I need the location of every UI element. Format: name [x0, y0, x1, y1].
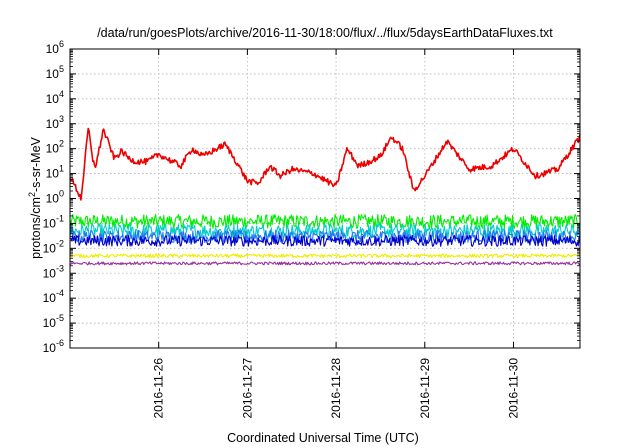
y-tick-exp: -5	[56, 313, 64, 323]
y-tick-base: 10	[46, 142, 60, 156]
x-axis-title: Coordinated Universal Time (UTC)	[227, 431, 419, 445]
y-tick-exp: 0	[59, 189, 64, 199]
series-line	[69, 261, 581, 266]
y-tick-label: 103	[46, 114, 64, 131]
y-tick-base: 10	[46, 42, 60, 56]
x-tick-label: 2016-11-27	[240, 358, 254, 419]
grid-layer	[70, 49, 580, 348]
y-tick-label: 10-1	[43, 213, 64, 230]
y-tick-exp: -6	[56, 338, 64, 348]
series-layer	[69, 127, 581, 266]
y-axis-title: protons/cm2-s-sr-MeV	[27, 136, 43, 258]
x-tick-label: 2016-11-30	[506, 358, 520, 419]
y-axis-title-rest: -s-sr-MeV	[29, 136, 43, 192]
y-tick-base: 10	[43, 316, 57, 330]
y-tick-base: 10	[43, 341, 57, 355]
y-tick-exp: 6	[59, 39, 64, 49]
y-tick-label: 10-5	[43, 313, 64, 330]
y-tick-exp: -4	[56, 288, 64, 298]
y-tick-base: 10	[43, 216, 57, 230]
series-line	[69, 229, 581, 244]
y-tick-label: 10-6	[43, 338, 64, 355]
x-tick-labels: 2016-11-26 2016-11-27 2016-11-28 2016-11-29…	[152, 358, 521, 419]
y-tick-label: 102	[46, 139, 64, 156]
y-tick-base: 10	[46, 192, 60, 206]
y-tick-base: 10	[46, 67, 60, 81]
y-tick-exp: -2	[56, 238, 64, 248]
y-tick-label: 10-3	[43, 263, 64, 280]
y-tick-label: 100	[46, 189, 64, 206]
y-tick-label: 101	[46, 164, 64, 181]
y-tick-exp: 3	[59, 114, 64, 124]
y-tick-exp: 5	[59, 64, 64, 74]
series-line	[69, 253, 581, 259]
y-tick-exp: -1	[56, 213, 64, 223]
y-tick-label: 106	[46, 39, 64, 56]
y-tick-label: 105	[46, 64, 64, 81]
y-tick-base: 10	[46, 167, 60, 181]
y-tick-exp: -3	[56, 263, 64, 273]
y-tick-exp: 2	[59, 139, 64, 149]
series-line	[69, 127, 581, 201]
y-tick-label: 10-4	[43, 288, 64, 305]
y-tick-exp: 4	[59, 89, 64, 99]
x-tick-label: 2016-11-29	[418, 358, 432, 419]
chart-title: /data/run/goesPlots/archive/2016-11-30/1…	[97, 26, 553, 40]
y-tick-base: 10	[43, 266, 57, 280]
y-tick-label: 104	[46, 89, 64, 106]
y-tick-base: 10	[43, 291, 57, 305]
y-axis-title-base: protons/cm	[29, 197, 43, 259]
y-axis-title-sup: 2	[27, 192, 37, 197]
x-tick-label: 2016-11-28	[329, 358, 343, 419]
x-tick-label: 2016-11-26	[152, 358, 166, 419]
series-line	[69, 234, 581, 247]
y-tick-base: 10	[43, 241, 57, 255]
series-line	[69, 213, 581, 229]
y-tick-label: 10-2	[43, 238, 64, 255]
tick-layer	[70, 48, 580, 349]
y-tick-exp: 1	[59, 164, 64, 174]
y-tick-base: 10	[46, 117, 60, 131]
y-tick-labels: 10610510410310210110010-110-210-310-410-…	[43, 39, 64, 355]
y-tick-base: 10	[46, 92, 60, 106]
